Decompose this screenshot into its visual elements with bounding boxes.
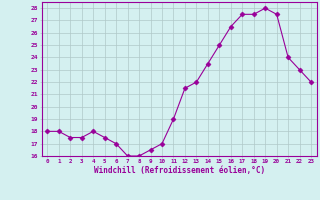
X-axis label: Windchill (Refroidissement éolien,°C): Windchill (Refroidissement éolien,°C) — [94, 166, 265, 175]
